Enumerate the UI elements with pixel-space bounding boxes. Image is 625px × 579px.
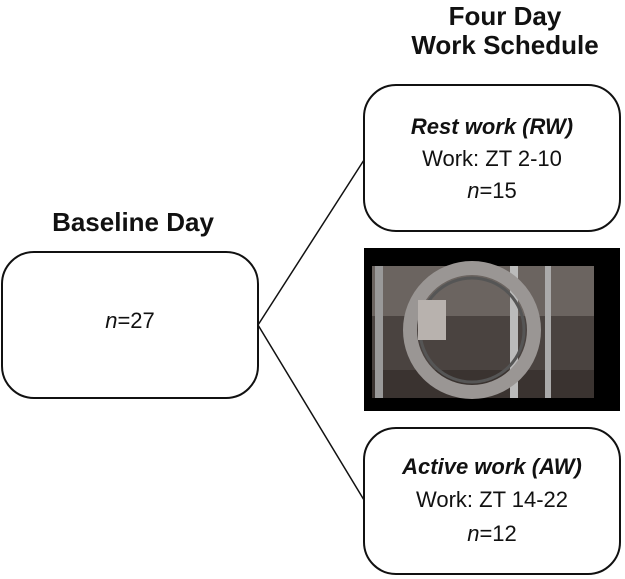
group-box: [363, 84, 621, 232]
title-line: Work Schedule: [411, 30, 598, 60]
n-symbol: n: [467, 521, 479, 546]
group-n: n=12: [467, 521, 517, 546]
baseline-n: n=27: [105, 308, 155, 333]
group-schedule: Work: ZT 2-10: [422, 146, 562, 171]
baseline-box: [1, 251, 259, 399]
baseline-title: Baseline Day: [52, 207, 214, 237]
n-value: =27: [117, 308, 154, 333]
group-schedule: Work: ZT 14-22: [416, 487, 568, 512]
n-value: =12: [479, 521, 516, 546]
connector: [257, 159, 365, 326]
connector: [257, 324, 365, 501]
group-name: Rest work (RW): [411, 114, 573, 139]
title-line: Four Day: [449, 1, 562, 31]
group-n: n=15: [467, 178, 517, 203]
group-name: Active work (AW): [401, 454, 582, 479]
photo: [364, 248, 620, 411]
group-box: [363, 427, 621, 575]
n-value: =15: [479, 178, 516, 203]
n-symbol: n: [105, 308, 117, 333]
n-symbol: n: [467, 178, 479, 203]
